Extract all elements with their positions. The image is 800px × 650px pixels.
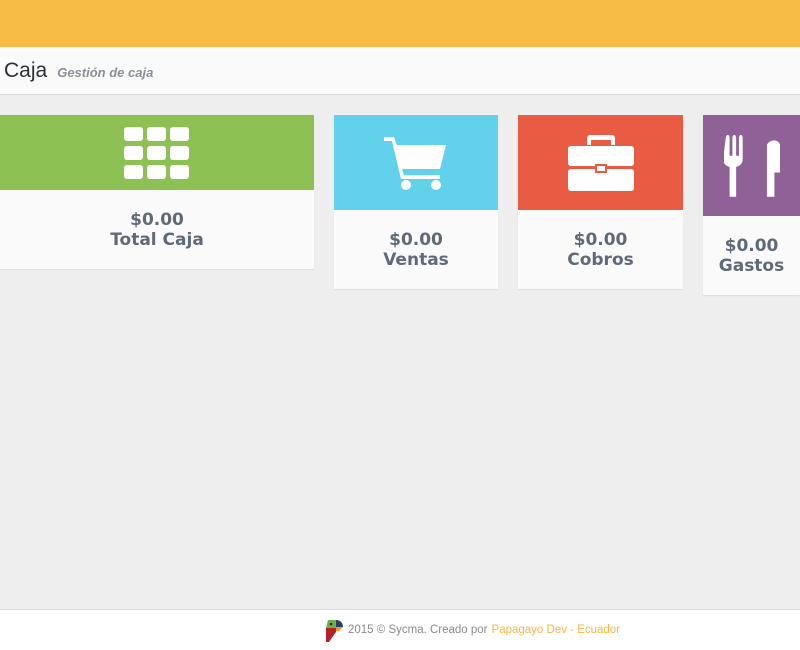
- footer-text: 2015 © Sycma. Creado por: [348, 624, 488, 636]
- card-cobros[interactable]: $0.00 Cobros: [518, 115, 683, 289]
- briefcase-icon: [567, 134, 634, 191]
- card-amount: $0.00: [724, 236, 779, 256]
- page-subtitle: Gestión de caja: [57, 65, 154, 80]
- card-ventas[interactable]: $0.00 Ventas: [334, 115, 498, 289]
- shopping-cart-icon: [384, 136, 446, 190]
- card-label: Total Caja: [110, 230, 204, 250]
- page-header: Caja Gestión de caja: [0, 47, 800, 95]
- card-label: Cobros: [567, 250, 634, 270]
- card-amount: $0.00: [389, 230, 443, 250]
- card-amount: $0.00: [130, 210, 184, 230]
- card-label: Gastos: [718, 256, 785, 276]
- parrot-logo: [326, 620, 343, 642]
- page-title: Caja: [4, 58, 48, 82]
- card-total-caja[interactable]: $0.00 Total Caja: [0, 115, 314, 269]
- card-label: Ventas: [383, 250, 449, 270]
- th-grid-icon: [124, 126, 189, 179]
- top-bar: [0, 0, 800, 47]
- cutlery-icon: [723, 134, 780, 197]
- card-amount: $0.00: [573, 230, 628, 250]
- card-gastos[interactable]: $0.00 Gastos: [703, 115, 800, 295]
- footer-link[interactable]: Papagayo Dev - Ecuador: [491, 624, 621, 636]
- footer: 2015 © Sycma. Creado por Papagayo Dev - …: [0, 609, 800, 650]
